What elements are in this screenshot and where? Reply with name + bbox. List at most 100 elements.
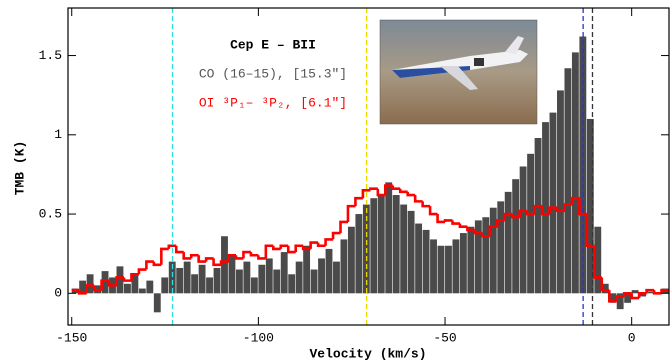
step-segment: [622, 292, 632, 297]
step-segment: [630, 293, 640, 300]
bar: [586, 118, 594, 294]
bar: [534, 137, 542, 294]
bar: [452, 239, 460, 294]
bar: [422, 229, 430, 294]
bar: [400, 204, 408, 294]
legend-label: OI ³P₁– ³P₂, [6.1″]: [199, 95, 347, 110]
bar: [191, 274, 199, 294]
step-segment: [495, 219, 505, 227]
bar: [377, 195, 385, 294]
bar: [146, 280, 154, 294]
step-segment: [660, 288, 669, 294]
bar: [594, 226, 602, 294]
bar: [459, 233, 467, 294]
step-segment: [443, 219, 453, 222]
step-segment: [204, 257, 214, 262]
step-segment: [174, 245, 184, 254]
y-tick-label: 0: [54, 286, 62, 301]
step-segment: [555, 207, 565, 213]
step-segment: [406, 191, 416, 197]
step-segment: [570, 196, 580, 205]
step-segment: [339, 220, 348, 234]
bar: [273, 269, 281, 294]
bar: [616, 293, 624, 310]
step-segment: [593, 245, 602, 279]
bar: [288, 274, 296, 294]
bar: [355, 214, 363, 294]
y-axis-label: TMB (K): [12, 141, 27, 196]
bar: [138, 288, 146, 294]
bar: [161, 277, 169, 294]
bar: [280, 252, 288, 294]
step-segment: [578, 198, 587, 216]
bar: [86, 274, 94, 294]
step-segment: [219, 260, 229, 265]
step-segment: [77, 290, 87, 295]
bar: [265, 258, 273, 294]
step-segment: [421, 201, 431, 208]
step-segment: [413, 195, 423, 203]
step-segment: [309, 241, 319, 249]
bar: [101, 271, 109, 294]
bar: [333, 261, 340, 294]
bar: [131, 274, 139, 294]
step-segment: [637, 292, 647, 299]
bar: [624, 293, 632, 303]
bar: [601, 283, 609, 294]
bar: [564, 68, 572, 294]
step-segment: [540, 206, 550, 216]
bar: [183, 261, 191, 294]
step-segment: [294, 244, 304, 253]
step-segment: [652, 290, 662, 295]
step-segment: [316, 242, 326, 248]
step-segment: [145, 260, 154, 270]
step-segment: [197, 255, 207, 263]
x-tick-label: -100: [243, 330, 274, 345]
legend-label: CO (16–15), [15.3″]: [199, 66, 347, 81]
bar: [549, 112, 557, 294]
bar: [497, 201, 505, 294]
bar: [415, 223, 423, 294]
bar: [467, 226, 475, 294]
y-tick-label: 0.5: [39, 206, 62, 221]
inset-photo: [379, 19, 538, 125]
bar: [489, 207, 497, 294]
step-segment: [585, 214, 595, 248]
step-segment: [518, 209, 528, 218]
bar: [347, 226, 355, 294]
bar: [310, 269, 318, 294]
step-segment: [436, 214, 446, 224]
bar: [116, 266, 124, 294]
plot-frame: [67, 7, 670, 326]
bar: [519, 166, 527, 294]
bar: [631, 290, 639, 294]
x-axis-label: Velocity (km/s): [309, 346, 426, 361]
step-segment: [466, 226, 475, 232]
bar: [527, 153, 535, 294]
step-segment: [600, 277, 610, 292]
step-segment: [376, 188, 386, 197]
bar: [557, 90, 564, 294]
bar: [646, 291, 654, 294]
step-segment: [301, 245, 311, 251]
step-segment: [548, 206, 558, 215]
step-segment: [383, 184, 393, 196]
bar: [325, 248, 333, 294]
bar: [295, 261, 303, 294]
bar: [250, 277, 258, 294]
step-segment: [398, 188, 408, 194]
step-segment: [369, 187, 378, 191]
bar: [430, 239, 437, 294]
step-segment: [607, 290, 617, 303]
step-segment: [488, 225, 498, 237]
step-segment: [481, 233, 490, 238]
step-segment: [563, 203, 572, 211]
step-segment: [167, 244, 177, 249]
step-segment: [346, 204, 356, 222]
x-tick-label: -150: [56, 330, 87, 345]
step-segment: [189, 253, 199, 259]
bar: [542, 122, 549, 294]
step-segment: [645, 288, 655, 294]
step-segment: [458, 223, 468, 229]
bar: [168, 261, 176, 294]
